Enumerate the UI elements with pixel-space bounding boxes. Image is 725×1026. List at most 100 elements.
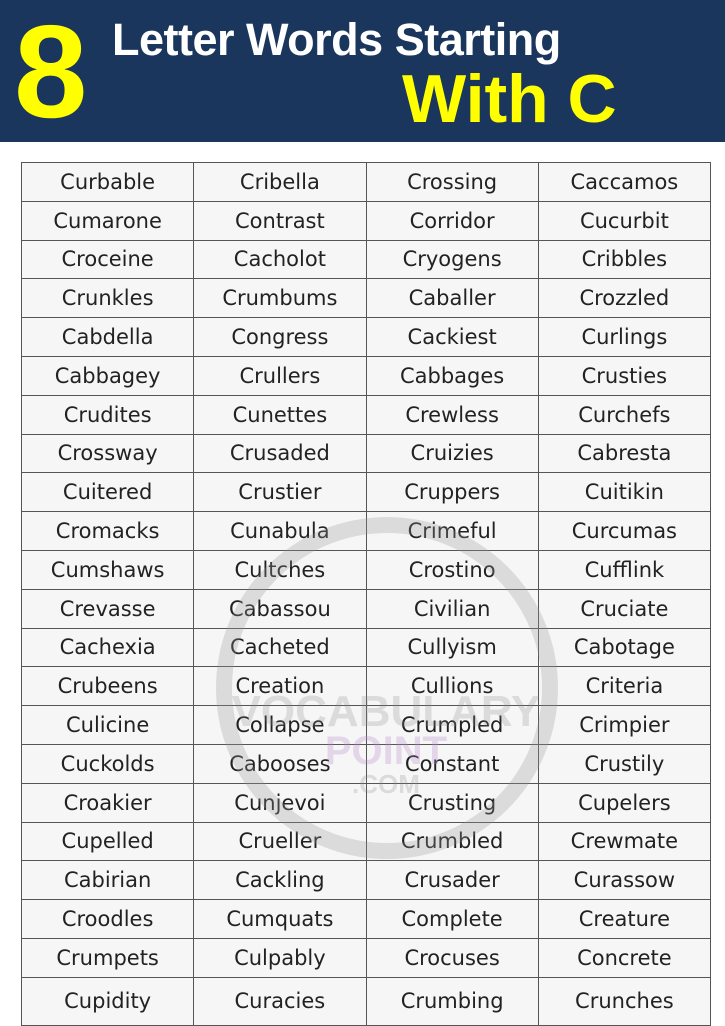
word-cell: Cabooses [193,743,367,784]
word-cell: Croceine [20,239,195,280]
table-row: Cuckolds Cabooses Constant Crustily [20,743,712,784]
table-row: Cabirian Cackling Crusader Curassow [20,860,712,901]
word-cell: Crewmate [537,821,712,862]
word-cell: Crimpier [537,705,712,745]
table-row: Cabbagey Crullers Cabbages Crusties [20,355,712,396]
word-cell: Cumshaws [20,549,195,590]
table-row: Cabdella Congress Cackiest Curlings [20,317,712,357]
word-cell: Cacheted [193,627,367,668]
word-cell: Cultches [193,549,367,590]
word-cell: Crocuses [365,937,539,978]
word-cell: Curlings [537,317,712,357]
table-row: Crevasse Cabassou Civilian Cruciate [20,588,712,629]
word-cell: Complete [365,899,539,939]
word-cell: Cabbagey [20,355,195,396]
word-table-container: Curbable Cribella Crossing Caccamos Cumarone… [20,162,712,1026]
word-cell: Crusties [537,355,712,396]
word-cell: Crossing [365,162,539,202]
table-row: Crubeens Creation Cullions Criteria [20,666,712,707]
word-cell: Cumarone [20,200,195,241]
word-cell: Cabassou [193,588,367,629]
word-cell: Cromacks [20,511,195,551]
table-row: Cumarone Contrast Corridor Cucurbit [20,200,712,241]
table-row: Crunkles Crumbums Caballer Crozzled [20,278,712,319]
word-cell: Crumbums [193,278,367,319]
table-row: Crossway Crusaded Cruizies Cabresta [20,433,712,474]
word-cell: Cuitered [20,472,195,513]
word-cell: Crueller [193,821,367,862]
word-cell: Cullyism [365,627,539,668]
word-cell: Contrast [193,200,367,241]
word-cell: Crustily [537,743,712,784]
number-eight: 8 [14,0,88,145]
word-cell: Crusting [365,782,539,823]
word-cell: Criteria [537,666,712,707]
word-cell: Collapse [193,705,367,745]
word-cell: Crubeens [20,666,195,707]
word-cell: Curassow [537,860,712,901]
word-cell: Culicine [20,705,195,745]
word-cell: Cribella [193,162,367,202]
table-row: Croceine Cacholot Cryogens Cribbles [20,239,712,280]
word-cell: Crumpled [365,705,539,745]
table-row: Cromacks Cunabula Crimeful Curcumas [20,511,712,551]
word-cell: Curcumas [537,511,712,551]
word-cell: Cabresta [537,433,712,474]
table-row: Croakier Cunjevoi Crusting Cupelers [20,782,712,823]
word-cell: Caballer [365,278,539,319]
word-cell: Crunkles [20,278,195,319]
word-cell: Crewless [365,394,539,435]
word-cell: Cupelers [537,782,712,823]
table-row: Curbable Cribella Crossing Caccamos [20,162,712,202]
word-cell: Cruizies [365,433,539,474]
table-row: Cumshaws Cultches Crostino Cufflink [20,549,712,590]
word-cell: Cumquats [193,899,367,939]
header-banner: 8 Letter Words Starting With C [0,0,725,142]
table-row: Culicine Collapse Crumpled Crimpier [20,705,712,745]
word-cell: Cucurbit [537,200,712,241]
word-cell: Cunjevoi [193,782,367,823]
word-cell: Croakier [20,782,195,823]
word-cell: Cuitikin [537,472,712,513]
word-cell: Congress [193,317,367,357]
word-cell: Curbable [20,162,195,202]
table-row: Cachexia Cacheted Cullyism Cabotage [20,627,712,668]
title-line-1: Letter Words Starting [112,14,561,65]
word-cell: Croodles [20,899,195,939]
word-cell: Crudites [20,394,195,435]
word-cell: Crullers [193,355,367,396]
word-cell: Curacies [193,976,367,1026]
word-cell: Cabbages [365,355,539,396]
word-cell: Cupidity [20,976,195,1026]
word-cell: Cuckolds [20,743,195,784]
word-cell: Cufflink [537,549,712,590]
word-cell: Cabotage [537,627,712,668]
word-cell: Cribbles [537,239,712,280]
word-cell: Cruciate [537,588,712,629]
word-cell: Cacholot [193,239,367,280]
word-cell: Cabirian [20,860,195,901]
word-cell: Cackling [193,860,367,901]
table-row: Croodles Cumquats Complete Creature [20,899,712,939]
word-cell: Creation [193,666,367,707]
word-cell: Cunabula [193,511,367,551]
word-cell: Cruppers [365,472,539,513]
word-cell: Crozzled [537,278,712,319]
table-row: Crumpets Culpably Crocuses Concrete [20,937,712,978]
word-cell: Creature [537,899,712,939]
word-cell: Culpably [193,937,367,978]
word-cell: Crimeful [365,511,539,551]
word-cell: Crumbing [365,976,539,1026]
table-row: Cupidity Curacies Crumbing Crunches [20,976,712,1026]
word-cell: Crusaded [193,433,367,474]
word-cell: Cunettes [193,394,367,435]
word-cell: Concrete [537,937,712,978]
word-cell: Civilian [365,588,539,629]
word-cell: Crumbled [365,821,539,862]
word-table: Curbable Cribella Crossing Caccamos Cumarone… [20,162,712,1026]
word-cell: Cryogens [365,239,539,280]
word-cell: Constant [365,743,539,784]
word-cell: Corridor [365,200,539,241]
word-cell: Cackiest [365,317,539,357]
title-line-2: With C [402,61,617,137]
